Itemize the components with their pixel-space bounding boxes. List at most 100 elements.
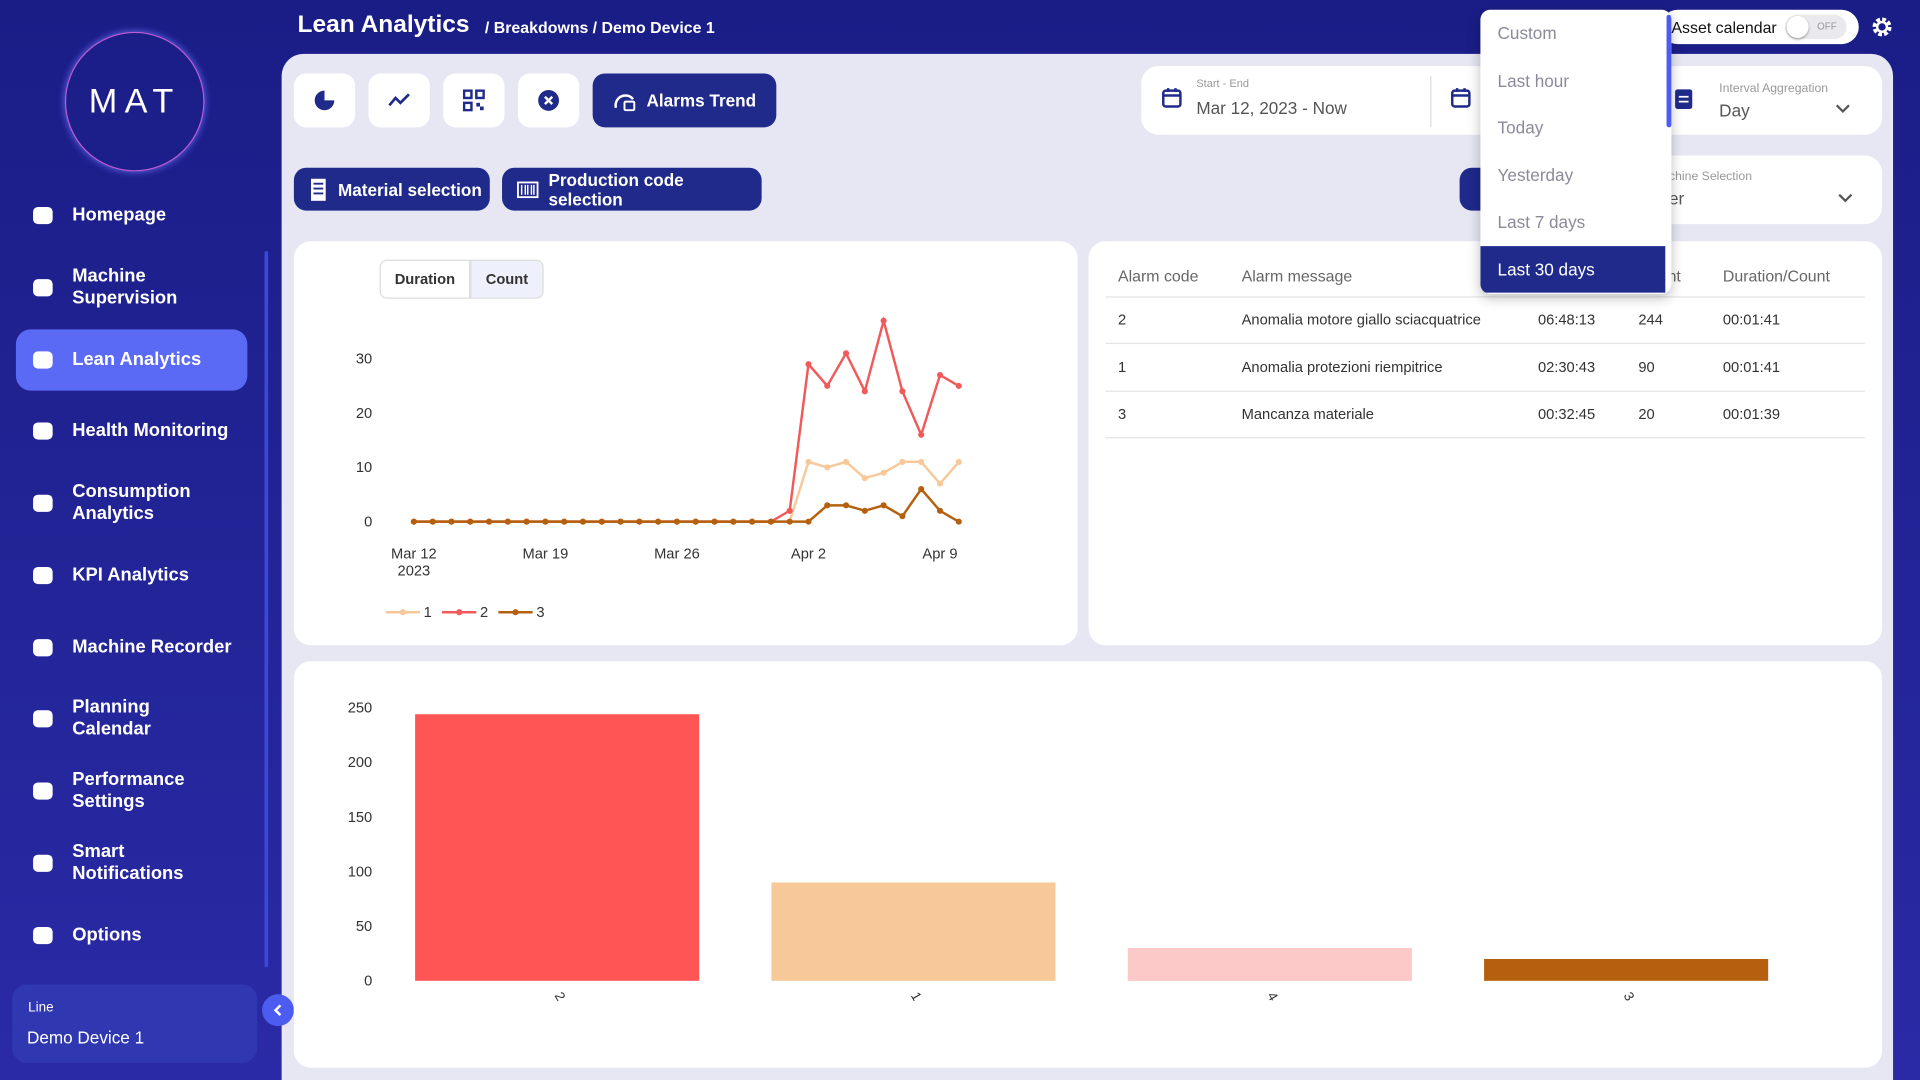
line-point xyxy=(673,518,680,525)
clipboard-icon xyxy=(1675,89,1693,109)
menu-icon xyxy=(33,422,53,440)
line-series xyxy=(413,460,960,523)
dropdown-option[interactable]: Custom xyxy=(1497,23,1557,43)
menu-item[interactable]: Health Monitoring xyxy=(16,400,247,461)
duration-toggle[interactable]: Duration xyxy=(379,259,471,299)
pie-button[interactable] xyxy=(293,73,356,128)
line-point xyxy=(410,518,417,525)
menu-item[interactable]: Homepage xyxy=(16,185,247,246)
breadcrumb[interactable]: / Breakdowns xyxy=(484,18,589,37)
icon-shape xyxy=(33,639,53,657)
line-point xyxy=(805,518,812,525)
line-point xyxy=(918,485,925,493)
qr-button[interactable] xyxy=(443,73,505,128)
dropdown-option[interactable]: Yesterday xyxy=(1497,164,1574,185)
line-point xyxy=(842,350,850,357)
table-header: Duration/Count xyxy=(1722,266,1830,286)
line-point xyxy=(429,518,436,525)
calendar-icon[interactable] xyxy=(1450,87,1472,109)
date-value[interactable]: Mar 12, 2023 - Now xyxy=(1196,97,1347,118)
icon-shape xyxy=(33,422,53,440)
cancel-icon xyxy=(538,90,559,111)
legend-dot xyxy=(456,609,463,616)
toggle-label: Duration xyxy=(394,270,456,288)
count-toggle[interactable]: Count xyxy=(470,259,544,299)
line-card[interactable]: Line Demo Device 1 xyxy=(12,984,258,1063)
collapse-button[interactable] xyxy=(262,994,294,1027)
menu-icon xyxy=(33,782,53,800)
toggle-switch[interactable]: OFF xyxy=(1785,14,1847,40)
table-cell: 90 xyxy=(1638,358,1655,376)
menu-item[interactable]: Options xyxy=(16,905,247,966)
legend-dot xyxy=(399,609,406,616)
dropdown-option[interactable]: Last 7 days xyxy=(1497,211,1586,232)
cancel-button[interactable] xyxy=(517,73,580,128)
menu-item[interactable]: KPI Analytics xyxy=(16,545,247,606)
production-button[interactable]: Production code selection xyxy=(502,167,762,211)
menu-item[interactable]: Performance Settings xyxy=(16,760,247,821)
menu-item[interactable]: Lean Analytics xyxy=(15,329,248,391)
menu-icon xyxy=(33,351,53,369)
icon-shape xyxy=(33,566,53,585)
menu-label: KPI Analytics xyxy=(72,564,189,586)
row-divider xyxy=(1105,390,1865,392)
barcode-icon xyxy=(517,180,539,198)
menu-icon xyxy=(33,854,53,872)
line-point xyxy=(936,371,944,379)
interval-value[interactable]: Day xyxy=(1719,100,1750,120)
alarms-trend-button[interactable]: Alarms Trend xyxy=(592,73,777,128)
line-series xyxy=(413,315,960,523)
line-point xyxy=(711,518,718,525)
y-tick-label: 20 xyxy=(356,406,372,422)
menu-item[interactable]: Smart Notifications xyxy=(16,833,247,894)
line-point xyxy=(955,458,962,465)
line-point xyxy=(880,469,887,476)
table-cell: Anomalia motore giallo sciacquatrice xyxy=(1241,311,1481,329)
table-cell: 244 xyxy=(1638,311,1663,329)
calendar-icon[interactable] xyxy=(1161,87,1183,109)
label-line: Apr 9 xyxy=(922,546,957,562)
line-point xyxy=(824,382,831,389)
line-point xyxy=(861,507,868,514)
line-point xyxy=(880,317,887,324)
x-tick-label: Mar 26 xyxy=(654,546,700,562)
machine-value: er xyxy=(1668,188,1685,209)
line-point xyxy=(730,518,737,525)
material-button[interactable]: Material selection xyxy=(293,167,490,211)
icon-shape xyxy=(33,926,53,945)
icon-shape xyxy=(33,494,53,512)
menu-item[interactable]: Consumption Analytics xyxy=(16,473,247,534)
y-tick-label: 100 xyxy=(348,864,373,880)
dropdown-option[interactable]: Today xyxy=(1497,117,1544,138)
table-cell: 3 xyxy=(1117,405,1127,423)
line-point xyxy=(579,518,587,525)
chevron-icon xyxy=(1838,193,1853,203)
trend-icon xyxy=(388,93,410,107)
settings-icon[interactable] xyxy=(1871,16,1893,38)
dropdown-option[interactable]: Last 30 days xyxy=(1480,245,1666,293)
x-tick-label: Mar 19 xyxy=(523,546,569,562)
table-cell: 06:48:13 xyxy=(1537,311,1596,329)
menu-label: Lean Analytics xyxy=(72,348,202,370)
icon-shape xyxy=(33,279,53,297)
menu-item[interactable]: Planning Calendar xyxy=(16,688,247,749)
trend-button[interactable] xyxy=(368,73,430,128)
y-tick-label: 200 xyxy=(348,755,373,771)
menu-label: Planning Calendar xyxy=(72,696,151,740)
bar xyxy=(415,714,700,981)
line-point xyxy=(824,464,831,471)
pie-icon xyxy=(314,89,336,111)
menu-item[interactable]: Machine Recorder xyxy=(16,617,247,678)
legend-label: 1 xyxy=(424,605,432,621)
breadcrumb[interactable]: / Demo Device 1 xyxy=(592,18,715,37)
line-point xyxy=(485,518,493,525)
table-header: Alarm code xyxy=(1117,266,1199,286)
menu-item[interactable]: Machine Supervision xyxy=(16,257,247,318)
line-point xyxy=(749,518,756,525)
x-tick-label: Mar 12 2023 xyxy=(391,546,437,579)
line-series xyxy=(413,487,960,523)
dropdown-option[interactable]: Last hour xyxy=(1497,70,1570,90)
x-tick-label: Apr 2 xyxy=(791,546,826,562)
table-cell: 2 xyxy=(1117,311,1127,329)
